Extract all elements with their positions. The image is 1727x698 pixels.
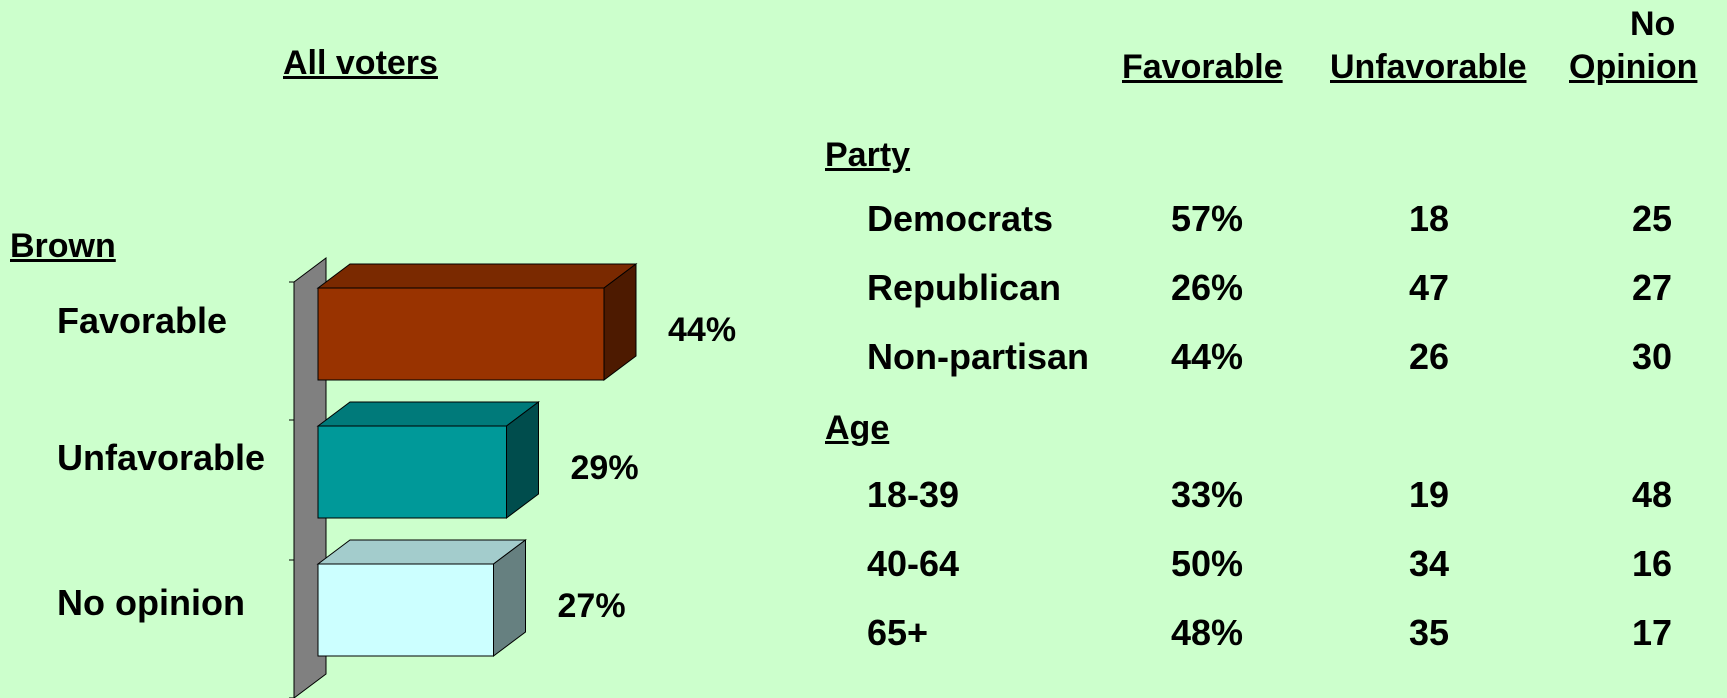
cell-unfavorable: 47 [1408, 267, 1450, 308]
cell-unfavorable: 18 [1408, 198, 1450, 239]
bar [317, 287, 605, 381]
row-label: 18-39 [867, 474, 960, 515]
bar [317, 425, 507, 519]
cell-favorable: 26% [1170, 267, 1244, 308]
cell-no-opinion: 25 [1631, 198, 1673, 239]
cell-no-opinion: 30 [1631, 336, 1673, 377]
bar-top-face [316, 539, 527, 565]
header-favorable: Favorable [1122, 48, 1283, 86]
data-label: 27% [558, 587, 626, 625]
cell-unfavorable: 35 [1408, 612, 1450, 653]
group-label: Age [825, 409, 890, 447]
cell-unfavorable: 19 [1408, 474, 1450, 515]
row-label: Republican [867, 267, 1062, 308]
header-unfavorable: Unfavorable [1330, 48, 1527, 86]
row-label: 40-64 [867, 543, 960, 584]
cell-no-opinion: 17 [1631, 612, 1673, 653]
group-label: Party [825, 136, 911, 174]
cell-unfavorable: 26 [1408, 336, 1450, 377]
bar-top-face [316, 401, 540, 427]
data-label: 44% [668, 311, 736, 349]
row-label: 65+ [867, 612, 929, 653]
cell-no-opinion: 16 [1631, 543, 1673, 584]
row-label: Non-partisan [867, 336, 1090, 377]
cell-no-opinion: 27 [1631, 267, 1673, 308]
header-no-opinion-line1: No [1630, 5, 1676, 43]
header-no-opinion-line2: Opinion [1569, 48, 1698, 86]
cell-favorable: 44% [1170, 336, 1244, 377]
cell-unfavorable: 34 [1408, 543, 1450, 584]
category-label-unfavorable: Unfavorable [57, 437, 266, 478]
category-label-favorable: Favorable [57, 300, 228, 341]
cell-favorable: 57% [1170, 198, 1244, 239]
cell-favorable: 33% [1170, 474, 1244, 515]
bar-top-face [316, 263, 638, 289]
cell-favorable: 50% [1170, 543, 1244, 584]
data-label: 29% [571, 449, 639, 487]
cell-no-opinion: 48 [1631, 474, 1673, 515]
cell-favorable: 48% [1170, 612, 1244, 653]
category-label-no-opinion: No opinion [57, 582, 245, 623]
chart-group-label: Brown [10, 227, 116, 265]
row-label: Democrats [867, 198, 1054, 239]
bar [317, 563, 494, 657]
chart-title: All voters [283, 44, 438, 82]
